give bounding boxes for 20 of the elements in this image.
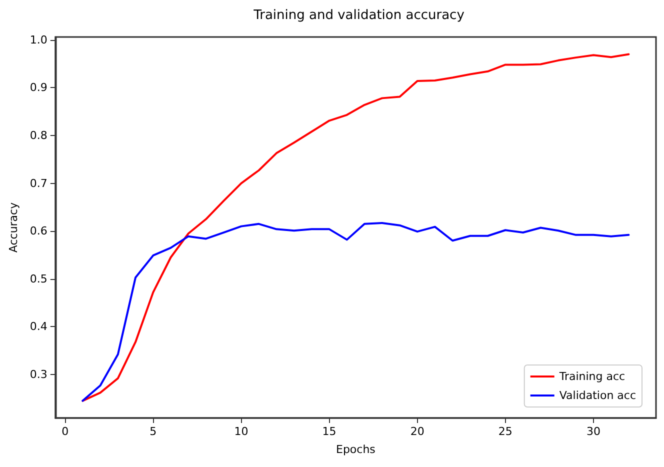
x-tick-label: 0 xyxy=(62,425,69,438)
x-tick-label: 20 xyxy=(410,425,424,438)
x-tick-label: 5 xyxy=(150,425,157,438)
y-tick-label: 0.7 xyxy=(30,176,48,190)
x-tick-label: 10 xyxy=(234,425,248,438)
y-tick-label: 0.6 xyxy=(30,224,48,238)
y-tick-label: 0.3 xyxy=(30,368,48,381)
y-tick-label: 0.9 xyxy=(30,81,48,94)
y-axis-title: Accuracy xyxy=(7,202,20,253)
legend-label: Training acc xyxy=(558,370,626,383)
x-tick-label: 30 xyxy=(586,425,600,438)
legend-label: Validation acc xyxy=(559,389,636,402)
x-tick-label: 25 xyxy=(498,425,512,438)
y-tick-label: 0.5 xyxy=(30,272,48,286)
chart-title: Training and validation accuracy xyxy=(252,8,465,23)
x-tick-label: 15 xyxy=(322,425,336,438)
x-axis-title: Epochs xyxy=(336,443,376,456)
y-tick-label: 1.0 xyxy=(30,33,48,46)
y-tick-label: 0.8 xyxy=(30,128,48,142)
y-tick-label: 0.4 xyxy=(30,320,48,334)
